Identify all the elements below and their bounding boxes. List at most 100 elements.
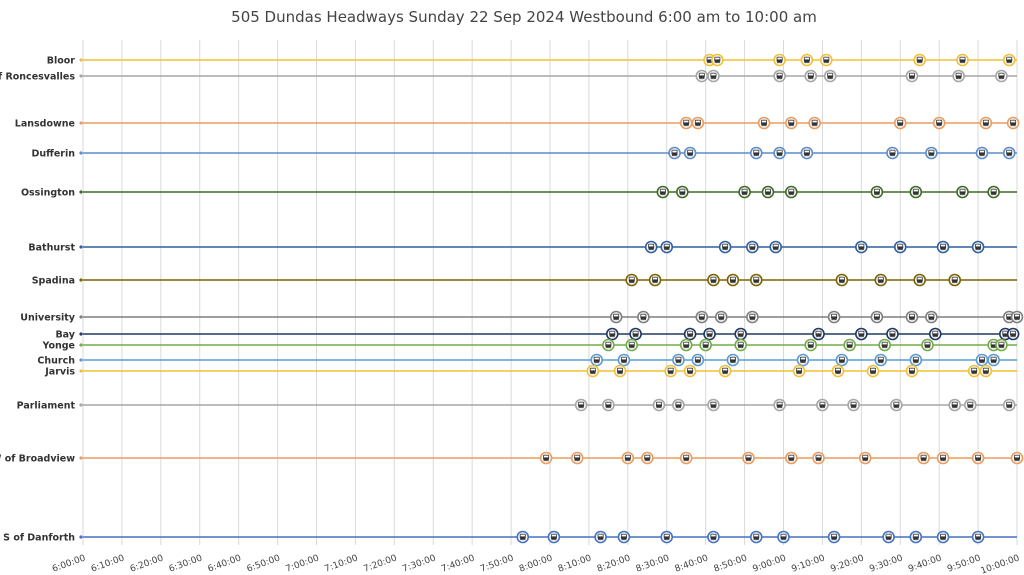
streetcar-icon xyxy=(679,338,693,352)
streetcar-icon xyxy=(586,364,600,378)
streetcar-icon xyxy=(691,353,705,367)
streetcar-icon xyxy=(711,53,724,67)
streetcar-icon xyxy=(625,273,639,287)
streetcar-icon xyxy=(878,338,891,352)
streetcar-icon xyxy=(644,240,658,254)
streetcar-icon xyxy=(971,240,985,254)
streetcar-icon xyxy=(547,530,561,544)
streetcar-icon xyxy=(746,240,759,254)
streetcar-icon xyxy=(679,116,693,130)
streetcar-icon xyxy=(742,451,755,465)
streetcar-icon xyxy=(773,53,786,67)
stop-label: Bloor xyxy=(47,56,76,67)
streetcar-icon xyxy=(987,353,1000,367)
streetcar-icon xyxy=(921,338,934,352)
stop-label: Ossington xyxy=(21,188,75,199)
streetcar-icon xyxy=(835,353,849,367)
stop-label: Church xyxy=(37,356,75,367)
streetcar-icon xyxy=(777,530,790,544)
streetcar-icon xyxy=(625,338,639,352)
streetcar-icon xyxy=(676,185,689,199)
streetcar-icon xyxy=(648,273,662,287)
series-row: Parliament xyxy=(17,398,1017,412)
x-tick-label: 7:50:00 xyxy=(479,553,515,574)
series-start-dot xyxy=(79,343,83,347)
streetcar-icon xyxy=(734,338,747,352)
streetcar-icon xyxy=(905,69,919,83)
streetcar-icon xyxy=(707,398,720,412)
streetcar-icon xyxy=(1010,451,1024,465)
streetcar-icon xyxy=(948,273,962,287)
streetcar-icon xyxy=(734,327,747,341)
x-tick-label: 9:30:00 xyxy=(868,553,904,574)
streetcar-icon xyxy=(602,398,615,412)
streetcar-icon xyxy=(691,116,705,130)
x-tick-label: 10:00:00 xyxy=(980,553,1022,575)
streetcar-icon xyxy=(800,146,814,160)
streetcar-icon xyxy=(761,185,775,199)
x-tick-label: 7:00:00 xyxy=(284,553,320,574)
streetcar-icon xyxy=(812,327,825,341)
streetcar-icon xyxy=(784,451,798,465)
streetcar-icon xyxy=(956,185,969,199)
stop-label: S of Danforth xyxy=(3,533,75,544)
streetcar-icon xyxy=(827,530,841,544)
series-row: University xyxy=(20,310,1024,324)
series-start-dot xyxy=(79,535,83,539)
streetcar-icon xyxy=(874,273,888,287)
streetcar-icon xyxy=(967,364,981,378)
series-row: S of Danforth xyxy=(3,530,1017,544)
streetcar-icon xyxy=(823,69,837,83)
series-start-dot xyxy=(79,74,83,78)
streetcar-icon xyxy=(605,327,619,341)
streetcar-icon xyxy=(726,273,740,287)
stop-label: Bathurst xyxy=(28,243,75,254)
streetcar-icon xyxy=(714,310,728,324)
stop-label: Lansdowne xyxy=(15,119,75,130)
streetcar-icon xyxy=(574,398,588,412)
x-tick-label: 9:20:00 xyxy=(829,553,865,574)
streetcar-icon xyxy=(905,310,919,324)
series-start-dot xyxy=(79,358,83,362)
streetcar-icon xyxy=(909,530,923,544)
streetcar-icon xyxy=(746,310,759,324)
series-row: Yonge xyxy=(41,338,1017,352)
gridlines xyxy=(82,40,1018,545)
streetcar-icon xyxy=(699,338,712,352)
series-group: Bloor E of Roncesvalles Lansdowne Dufferin O… xyxy=(0,53,1024,544)
series-start-dot xyxy=(79,121,83,125)
x-tick-label: 6:40:00 xyxy=(207,553,243,574)
streetcar-icon xyxy=(831,364,845,378)
streetcar-icon xyxy=(664,364,677,378)
streetcar-icon xyxy=(1002,53,1016,67)
streetcar-icon xyxy=(847,398,860,412)
streetcar-icon xyxy=(703,327,716,341)
streetcar-icon xyxy=(749,146,763,160)
streetcar-icon xyxy=(975,353,989,367)
streetcar-icon xyxy=(835,273,849,287)
streetcar-icon xyxy=(613,364,627,378)
series-row: Jarvis xyxy=(44,364,1017,378)
x-tick-label: 7:10:00 xyxy=(323,553,359,574)
streetcar-icon xyxy=(773,69,786,83)
streetcar-icon xyxy=(683,327,697,341)
streetcar-icon xyxy=(886,146,899,160)
streetcar-icon xyxy=(925,146,938,160)
streetcar-icon xyxy=(683,364,697,378)
streetcar-icon xyxy=(656,185,670,199)
streetcar-icon xyxy=(925,310,938,324)
series-row: E of Roncesvalles xyxy=(0,69,1017,83)
streetcar-icon xyxy=(971,530,985,544)
x-tick-label: 6:10:00 xyxy=(90,553,126,574)
x-tick-label: 7:40:00 xyxy=(440,553,476,574)
streetcar-icon xyxy=(866,364,880,378)
streetcar-icon xyxy=(726,353,740,367)
streetcar-icon xyxy=(609,310,623,324)
streetcar-icon xyxy=(637,310,650,324)
streetcar-icon xyxy=(909,353,923,367)
series-start-dot xyxy=(79,245,83,249)
streetcar-icon xyxy=(602,338,615,352)
x-tick-label: 9:50:00 xyxy=(946,553,982,574)
series-row: Bathurst xyxy=(28,240,1017,254)
stop-label: Parliament xyxy=(17,401,76,412)
